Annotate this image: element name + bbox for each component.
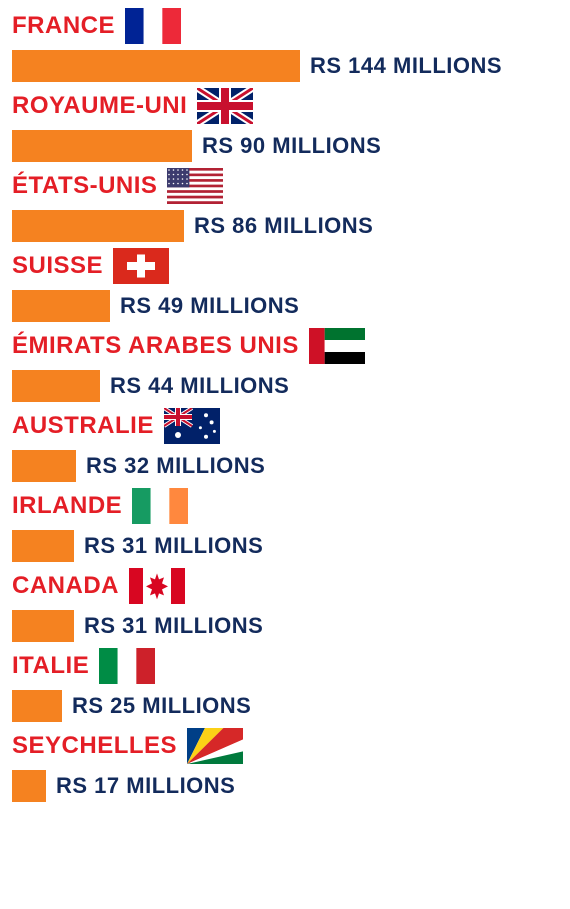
flag-france-icon bbox=[125, 8, 181, 44]
country-name: AUSTRALIE bbox=[12, 412, 154, 440]
flag-switzerland-icon bbox=[113, 248, 169, 284]
row-bar-line: RS 25 MILLIONS bbox=[12, 690, 558, 722]
row-header: IRLANDE bbox=[12, 488, 558, 524]
bar bbox=[12, 690, 62, 722]
chart-row: FRANCE RS 144 MILLIONS bbox=[12, 8, 558, 82]
country-name: ITALIE bbox=[12, 652, 89, 680]
bar bbox=[12, 210, 184, 242]
row-header: ÉMIRATS ARABES UNIS bbox=[12, 328, 558, 364]
country-name: ÉTATS-UNIS bbox=[12, 172, 157, 200]
value-label: RS 17 MILLIONS bbox=[56, 773, 235, 799]
country-name: IRLANDE bbox=[12, 492, 122, 520]
bar bbox=[12, 130, 192, 162]
flag-uk-icon bbox=[197, 88, 253, 124]
chart-row: IRLANDE RS 31 MILLIONS bbox=[12, 488, 558, 562]
row-bar-line: RS 31 MILLIONS bbox=[12, 530, 558, 562]
country-name: SUISSE bbox=[12, 252, 103, 280]
bar bbox=[12, 370, 100, 402]
row-header: FRANCE bbox=[12, 8, 558, 44]
row-bar-line: RS 31 MILLIONS bbox=[12, 610, 558, 642]
value-label: RS 25 MILLIONS bbox=[72, 693, 251, 719]
flag-seychelles-icon bbox=[187, 728, 243, 764]
bar bbox=[12, 50, 300, 82]
chart-row: ÉTATS-UNIS RS 86 MILLIONS bbox=[12, 168, 558, 242]
country-name: CANADA bbox=[12, 572, 119, 600]
row-header: SUISSE bbox=[12, 248, 558, 284]
bar bbox=[12, 770, 46, 802]
value-label: RS 44 MILLIONS bbox=[110, 373, 289, 399]
bar bbox=[12, 290, 110, 322]
flag-canada-icon bbox=[129, 568, 185, 604]
chart-row: AUSTRALIE RS 32 MILLIONS bbox=[12, 408, 558, 482]
row-bar-line: RS 144 MILLIONS bbox=[12, 50, 558, 82]
row-header: CANADA bbox=[12, 568, 558, 604]
flag-australia-icon bbox=[164, 408, 220, 444]
flag-uae-icon bbox=[309, 328, 365, 364]
row-bar-line: RS 86 MILLIONS bbox=[12, 210, 558, 242]
bar bbox=[12, 450, 76, 482]
chart-row: SEYCHELLES RS 17 MILLIONS bbox=[12, 728, 558, 802]
row-bar-line: RS 32 MILLIONS bbox=[12, 450, 558, 482]
row-bar-line: RS 44 MILLIONS bbox=[12, 370, 558, 402]
row-header: AUSTRALIE bbox=[12, 408, 558, 444]
chart-row: ÉMIRATS ARABES UNIS RS 44 MILLIONS bbox=[12, 328, 558, 402]
chart-row: CANADA RS 31 MILLIONS bbox=[12, 568, 558, 642]
row-header: ÉTATS-UNIS bbox=[12, 168, 558, 204]
value-label: RS 90 MILLIONS bbox=[202, 133, 381, 159]
chart-row: ITALIE RS 25 MILLIONS bbox=[12, 648, 558, 722]
country-name: ROYAUME-UNI bbox=[12, 92, 187, 120]
row-bar-line: RS 17 MILLIONS bbox=[12, 770, 558, 802]
value-label: RS 49 MILLIONS bbox=[120, 293, 299, 319]
row-bar-line: RS 49 MILLIONS bbox=[12, 290, 558, 322]
value-label: RS 144 MILLIONS bbox=[310, 53, 502, 79]
country-name: SEYCHELLES bbox=[12, 732, 177, 760]
row-header: SEYCHELLES bbox=[12, 728, 558, 764]
row-bar-line: RS 90 MILLIONS bbox=[12, 130, 558, 162]
country-name: FRANCE bbox=[12, 12, 115, 40]
value-label: RS 31 MILLIONS bbox=[84, 533, 263, 559]
chart-row: ROYAUME-UNI RS 90 MILLIONS bbox=[12, 88, 558, 162]
bar bbox=[12, 530, 74, 562]
country-name: ÉMIRATS ARABES UNIS bbox=[12, 332, 299, 360]
flag-ireland-icon bbox=[132, 488, 188, 524]
value-label: RS 32 MILLIONS bbox=[86, 453, 265, 479]
value-label: RS 31 MILLIONS bbox=[84, 613, 263, 639]
value-label: RS 86 MILLIONS bbox=[194, 213, 373, 239]
row-header: ROYAUME-UNI bbox=[12, 88, 558, 124]
bar-chart: FRANCE RS 144 MILLIONS ROYAUME-UNI RS 90… bbox=[12, 8, 558, 802]
flag-italy-icon bbox=[99, 648, 155, 684]
flag-usa-icon bbox=[167, 168, 223, 204]
chart-row: SUISSE RS 49 MILLIONS bbox=[12, 248, 558, 322]
bar bbox=[12, 610, 74, 642]
row-header: ITALIE bbox=[12, 648, 558, 684]
